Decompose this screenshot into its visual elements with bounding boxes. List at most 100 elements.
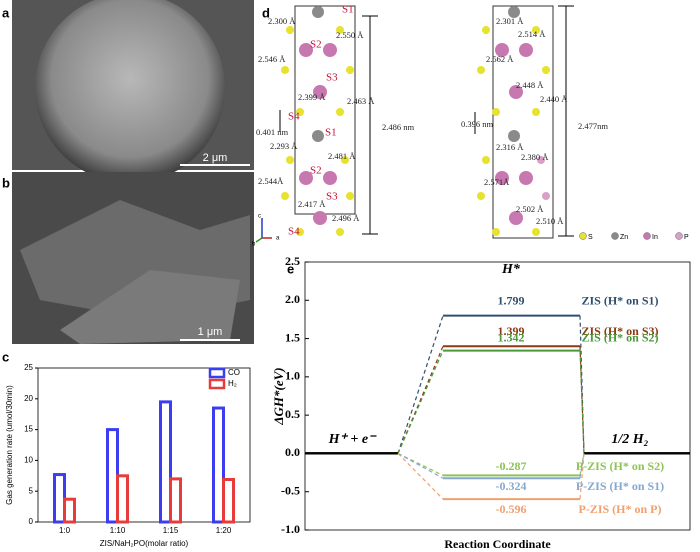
- atom: [532, 26, 540, 34]
- site-label: S2: [310, 39, 322, 51]
- x-axis-label: ZIS/NaH₂PO(molar ratio): [100, 539, 189, 548]
- y-tick-label: -1.0: [281, 522, 300, 536]
- series-label: P-ZIS (H* on S2): [576, 459, 664, 473]
- bond-length: 2.550 Å: [336, 30, 364, 40]
- connector: [579, 453, 585, 500]
- series-label: P-ZIS (H* on P): [578, 502, 661, 516]
- atom: [477, 192, 485, 200]
- bond-length: 2.510 Å: [536, 216, 564, 226]
- atom: [299, 43, 313, 57]
- bond-length: 2.440 Å: [540, 94, 568, 104]
- bar: [212, 406, 225, 524]
- y-tick-label: 20: [24, 394, 33, 403]
- axis-letter: c: [258, 214, 261, 220]
- bar: [63, 497, 76, 524]
- y-tick-label: -0.5: [281, 483, 300, 497]
- series-label: ZIS (H* on S3): [581, 324, 658, 338]
- atom: [495, 43, 509, 57]
- plot-frame: [304, 261, 691, 531]
- legend-label: S: [588, 234, 593, 241]
- bond-length: 2.417 Å: [298, 199, 326, 209]
- stage-label: H⁺ + e⁻: [328, 432, 377, 447]
- legend-swatch: [579, 232, 587, 240]
- atom: [336, 108, 344, 116]
- bond-length: 2.502 Å: [516, 204, 544, 214]
- y-axis-label: ΔGH*(eV): [271, 367, 286, 425]
- bond-length: 2.477nm: [578, 121, 608, 131]
- legend-label: P: [684, 234, 689, 241]
- atom: [542, 192, 550, 200]
- bar: [159, 400, 172, 524]
- y-tick-label: 1.5: [285, 330, 300, 344]
- scale-label: 2 μm: [203, 152, 228, 164]
- atom: [312, 6, 324, 18]
- nanosheets: [60, 270, 240, 344]
- site-label: S1: [342, 4, 354, 16]
- atom: [492, 108, 500, 116]
- series-label: P-ZIS (H* on S1): [576, 479, 664, 493]
- value-label: 1.399: [498, 324, 525, 338]
- value-label: -0.596: [496, 502, 527, 516]
- atom: [482, 26, 490, 34]
- connector: [397, 315, 444, 454]
- legend-swatch: [611, 232, 619, 240]
- bond-length: 2.544Å: [258, 176, 284, 186]
- atom: [313, 85, 327, 99]
- connector: [579, 350, 585, 454]
- legend-swatch: [208, 367, 226, 379]
- atom: [281, 192, 289, 200]
- x-tick-label: 1:10: [110, 526, 126, 535]
- atom: [495, 171, 509, 185]
- site-label: S3: [326, 72, 338, 84]
- atom: [336, 26, 344, 34]
- connector: [397, 346, 444, 454]
- stage-label: H*: [501, 262, 521, 277]
- bond-length: 0.396 nm: [461, 119, 494, 129]
- bar: [222, 477, 235, 524]
- atom: [336, 228, 344, 236]
- y-tick-label: 15: [24, 425, 33, 434]
- bond-length: 2.546 Å: [258, 54, 286, 64]
- bond-length: 2.399 Å: [298, 92, 326, 102]
- atom: [482, 156, 490, 164]
- bar: [116, 474, 129, 524]
- bond-length: 2.496 Å: [332, 213, 360, 223]
- atom: [509, 85, 523, 99]
- value-label: 1.342: [498, 330, 525, 344]
- atom: [323, 171, 337, 185]
- legend-label: Zn: [620, 234, 628, 241]
- bond-length: 2.293 Å: [270, 141, 298, 151]
- value-label: 1.799: [498, 293, 525, 307]
- stage-label: 1/2 H₂: [611, 432, 648, 447]
- bond-length: 2.514 Å: [518, 29, 546, 39]
- atom: [508, 6, 520, 18]
- atom: [346, 192, 354, 200]
- unit-cell: [492, 5, 554, 239]
- bond-length: 2.486 nm: [382, 122, 415, 132]
- bond-length: 2.300 Å: [268, 16, 296, 26]
- bond-length: 2.463 Å: [347, 96, 375, 106]
- atom: [477, 66, 485, 74]
- y-axis-label: Gas generation rate (umol/30min): [5, 385, 14, 505]
- atom: [296, 108, 304, 116]
- atom: [346, 66, 354, 74]
- atom: [286, 26, 294, 34]
- microsphere: [35, 0, 225, 183]
- atom: [509, 211, 523, 225]
- legend-label: H₂: [228, 379, 237, 388]
- y-tick-label: 5: [29, 486, 34, 495]
- panel-letter: d: [262, 5, 270, 20]
- bond-length: 2.301 Å: [496, 16, 524, 26]
- x-tick-label: 1:15: [163, 526, 179, 535]
- atom: [296, 228, 304, 236]
- y-tick-label: 1.0: [285, 369, 300, 383]
- atom: [286, 156, 294, 164]
- series-label: ZIS (H* on S1): [581, 293, 658, 307]
- bond-length: 2.481 Å: [328, 151, 356, 161]
- site-label: S2: [310, 165, 322, 177]
- y-tick-label: 0: [29, 517, 34, 526]
- atoms: [281, 6, 550, 236]
- panel-letter: a: [2, 5, 10, 20]
- atom: [299, 171, 313, 185]
